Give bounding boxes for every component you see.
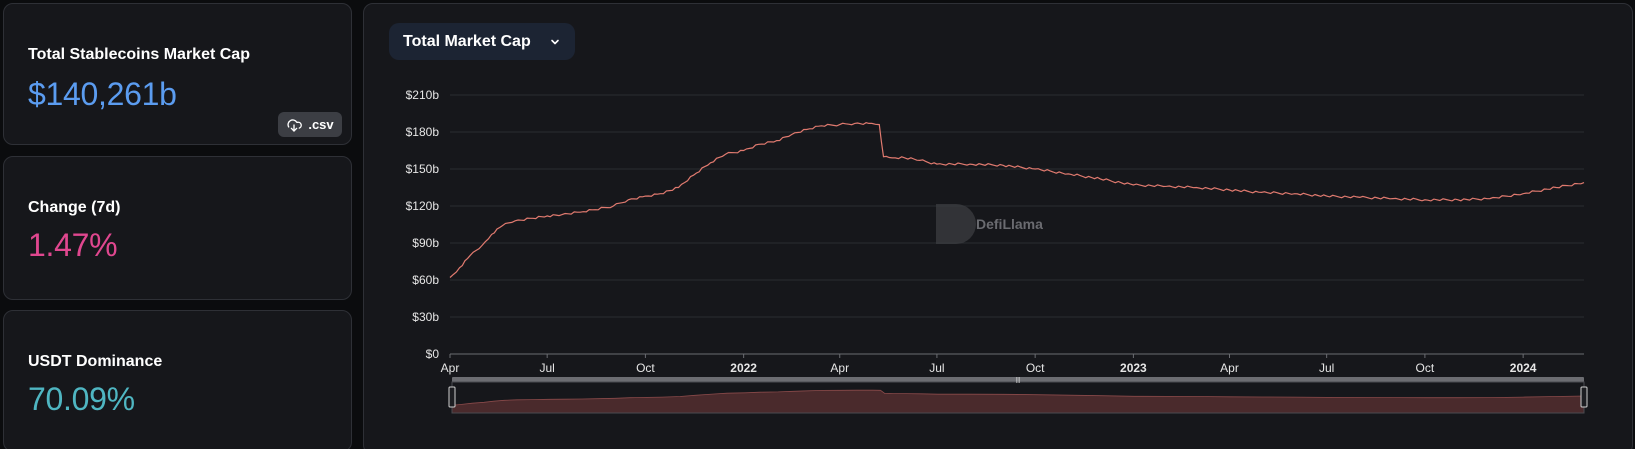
x-tick-label: Apr [830,361,849,375]
llama-icon [936,204,976,244]
y-tick-label: $30b [412,310,439,324]
x-tick-label: Oct [636,361,655,375]
brush-top-bar [452,377,1584,382]
chart-card: $0 $30b $60b $90b $120b $150b $180b $210b Apr Jul… [363,3,1633,449]
x-tick-label: 2023 [1120,361,1147,375]
market-cap-chart[interactable]: $0 $30b $60b $90b $120b $150b $180b $210b Apr Jul… [364,4,1634,449]
y-tick-label: $90b [412,236,439,250]
watermark-logo [936,204,976,244]
y-tick-label: $180b [406,125,440,139]
y-tick-label: $0 [426,347,440,361]
metric-select-label: Total Market Cap [403,32,531,50]
csv-label: .csv [308,117,334,132]
y-tick-label: $120b [406,199,440,213]
x-tick-label: Oct [1026,361,1045,375]
dominance-value: 70.09% [28,381,135,417]
market-cap-label: Total Stablecoins Market Cap [28,46,250,63]
x-tick-label: Jul [539,361,554,375]
x-tick-label: Apr [441,361,460,375]
brush-handle-right[interactable] [1580,386,1588,408]
x-tick-label: Apr [1220,361,1239,375]
dominance-label: USDT Dominance [28,353,163,370]
x-tick-label: Jul [929,361,944,375]
brush-area [451,389,1585,414]
change-label: Change (7d) [28,199,121,216]
watermark-text: DefiLlama [976,216,1043,232]
x-tick-label: Jul [1319,361,1334,375]
market-cap-value: $140,261b [28,76,177,112]
y-tick-label: $60b [412,273,439,287]
dominance-card: USDT Dominance 70.09% [3,310,352,449]
download-csv-button[interactable]: .csv [278,112,342,137]
y-tick-label: $210b [406,88,440,102]
brush-grip-label: ||| [1016,378,1021,384]
download-cloud-icon [287,118,303,132]
x-tick-label: 2024 [1510,361,1537,375]
x-tick-label: Oct [1416,361,1435,375]
chevron-down-icon [551,39,559,44]
market-cap-line [449,122,1585,278]
x-tick-label: 2022 [730,361,757,375]
metric-select[interactable]: Total Market Cap [389,23,575,60]
market-cap-card: Total Stablecoins Market Cap $140,261b .… [3,3,352,145]
y-tick-label: $150b [406,162,440,176]
change-value: 1.47% [28,227,118,263]
change-card: Change (7d) 1.47% [3,156,352,300]
brush-handle-left[interactable] [448,386,456,408]
